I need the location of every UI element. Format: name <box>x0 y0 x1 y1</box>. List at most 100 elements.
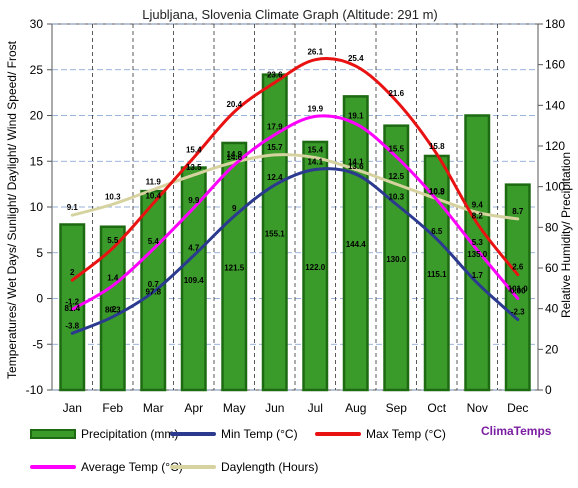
brand-logo: ClimaTemps <box>481 424 552 438</box>
max-temp-line-value-label: 15.8 <box>429 142 445 151</box>
y-axis-left-label: Temperatures/ Wet Days/ Sunlight/ Daylig… <box>5 40 19 379</box>
legend-daylength: Daylength (Hours) <box>170 460 318 474</box>
precipitation-bar <box>342 95 369 392</box>
x-tick-label: Oct <box>427 401 446 415</box>
axes: -10 -5 0 5 10 15 20 25 30 0 20 40 60 80 100 120 140 160 18… <box>26 17 566 415</box>
avg-temp-line-value-label: 17.9 <box>267 123 283 132</box>
min-temp-line-value-label: 1.7 <box>472 271 484 280</box>
daylength-line-value-label: 15.4 <box>307 146 323 155</box>
legend-swatch-bar <box>30 429 76 439</box>
y-tick-label-right: 180 <box>545 17 565 31</box>
legend-swatch-max <box>315 432 361 436</box>
precipitation-bar <box>302 140 329 392</box>
avg-temp-line-value-label: 10.8 <box>429 188 445 197</box>
avg-temp-line-value-label: 14.6 <box>226 153 242 162</box>
precipitation-value-label: 135.0 <box>467 250 488 259</box>
precipitation-value-label: 115.1 <box>427 270 447 279</box>
avg-temp-line-value-label: 15.5 <box>388 145 404 154</box>
max-temp-line-value-label: 2 <box>70 268 75 277</box>
min-temp-line-value-label: -2 <box>109 305 117 314</box>
avg-temp-line-value-label: 19.1 <box>348 112 364 121</box>
min-temp-line-value-label: 10.3 <box>388 192 404 201</box>
x-tick-label: Jun <box>265 401 284 415</box>
precipitation-value-label: 144.4 <box>346 240 367 249</box>
x-tick-label: Mar <box>143 401 164 415</box>
avg-temp-line-value-label: -1.2 <box>65 297 79 306</box>
min-temp-line <box>70 167 520 335</box>
daylength-line-value-label: 14.9 <box>226 150 242 159</box>
legend-min: Min Temp (°C) <box>170 427 298 441</box>
min-temp-line-value-label: 13.6 <box>348 162 364 171</box>
avg-temp-line-value-label: 19.9 <box>307 104 323 113</box>
precipitation-bar <box>383 124 410 392</box>
x-tick-label: Apr <box>184 401 203 415</box>
x-tick-label: Dec <box>507 401 528 415</box>
daylength-line-value-label: 10.3 <box>105 192 121 201</box>
x-tick-label: May <box>223 401 246 415</box>
x-tick-label: Aug <box>345 401 366 415</box>
y-tick-label-left: 25 <box>30 63 44 77</box>
avg-temp-line-value-label: 0.00 <box>510 287 526 296</box>
y-tick-label-right: 0 <box>545 383 552 397</box>
max-temp-line-value-label: 20.4 <box>226 100 242 109</box>
min-temp-line-value-label: -3.8 <box>65 321 79 330</box>
min-temp-line-value-label: -2.3 <box>511 308 525 317</box>
max-temp-line-value-label: 15.4 <box>186 146 202 155</box>
daylength-line-value-label: 12.5 <box>388 172 404 181</box>
daylength-line-value-label: 9.1 <box>67 203 79 212</box>
daylength-line <box>70 153 520 221</box>
y-tick-label-right: 60 <box>545 261 559 275</box>
precipitation-bar <box>464 114 491 392</box>
avg-temp-line-value-label: 9.9 <box>188 196 200 205</box>
max-temp-line-value-label: 25.4 <box>348 54 364 63</box>
y-tick-label-left: 30 <box>30 17 44 31</box>
precipitation-bars <box>59 73 531 392</box>
daylength-line-value-label: 15.7 <box>267 143 283 152</box>
y-tick-label-left: 10 <box>30 200 44 214</box>
avg-temp-line-value-label: 5.4 <box>148 237 160 246</box>
x-tick-label: Jan <box>63 401 82 415</box>
min-temp-line-value-label: 9 <box>232 204 237 213</box>
precipitation-value-label: 97.8 <box>145 288 161 297</box>
min-temp-line-value-label: 6.5 <box>431 227 443 236</box>
max-temp-line-value-label: 23.6 <box>267 71 283 80</box>
y-tick-label-left: 0 <box>36 292 43 306</box>
precipitation-bar <box>504 183 531 392</box>
precipitation-bar <box>180 166 207 392</box>
precipitation-bar <box>99 225 126 392</box>
temperature-lines <box>70 57 520 335</box>
max-temp-line-value-label: 5.5 <box>107 236 119 245</box>
max-temp-line-value-label: 26.1 <box>307 48 323 57</box>
legend-max: Max Temp (°C) <box>315 427 446 441</box>
x-tick-label: Sep <box>386 401 408 415</box>
precipitation-value-label: 121.5 <box>224 263 245 272</box>
min-temp-line-value-label: 4.7 <box>188 243 200 252</box>
min-temp-line-value-label: 12.4 <box>267 173 283 182</box>
max-temp-line-value-label: 2.6 <box>512 263 524 272</box>
y-tick-label-left: 5 <box>36 246 43 260</box>
legend-swatch-avg <box>30 465 76 469</box>
avg-temp-line-value-label: 5.3 <box>472 238 484 247</box>
y-tick-label-left: -5 <box>32 337 43 351</box>
legend-label-max: Max Temp (°C) <box>366 427 446 441</box>
daylength-line-value-label: 13.5 <box>186 163 202 172</box>
y-tick-label-left: 15 <box>30 154 44 168</box>
precipitation-value-label: 81.4 <box>64 304 80 313</box>
y-tick-label-left: -10 <box>26 383 44 397</box>
x-tick-label: Jul <box>308 401 323 415</box>
y-tick-label-right: 160 <box>545 58 565 72</box>
x-tick-label: Nov <box>467 401 488 415</box>
daylength-line-value-label: 11.9 <box>146 178 162 187</box>
min-temp-line-value-label: 14.1 <box>307 157 323 166</box>
max-temp-line-value-label: 8.2 <box>472 211 484 220</box>
legend-label-min: Min Temp (°C) <box>221 427 298 441</box>
legend-swatch-min <box>170 432 216 436</box>
legend-label-precipitation: Precipitation (mm) <box>81 427 179 441</box>
y-tick-label-right: 40 <box>545 302 559 316</box>
y-tick-label-left: 20 <box>30 109 44 123</box>
daylength-line-value-label: 10.9 <box>429 187 445 196</box>
y-tick-label-right: 100 <box>545 180 565 194</box>
precipitation-bar <box>221 141 248 392</box>
precipitation-value-label: 155.1 <box>265 229 286 238</box>
